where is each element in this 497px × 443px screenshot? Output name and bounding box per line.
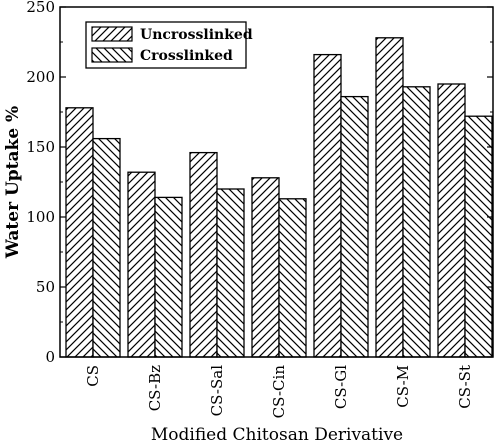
y-axis: 0 50 100 150 200 250 [26,0,493,366]
bars-layer [65,37,493,358]
x-tick-label: CS-Gl [332,365,350,409]
bar-cs-m-uncrosslinked [375,37,404,358]
bar-cs-bz-uncrosslinked [127,171,156,358]
y-tick-label: 150 [26,138,55,156]
bar-cs-gl-crosslinked [340,95,369,358]
x-axis-title: Modified Chitosan Derivative [151,425,403,443]
x-tick-label: CS-Cin [270,365,288,419]
bar-cs-crosslinked [92,137,121,358]
y-tick-label: 100 [26,208,55,226]
legend-label: Crosslinked [140,48,233,64]
bar-cs-sal-crosslinked [216,188,245,358]
y-tick-label: 0 [45,348,55,366]
y-tick-label: 200 [26,68,55,86]
x-tick-label: CS [84,365,102,387]
legend-label: Uncrosslinked [140,27,253,43]
y-tick-label: 50 [36,278,55,296]
y-tick-label: 250 [26,0,55,16]
bar-cs-cin-crosslinked [278,198,307,358]
legend-swatch [91,47,133,63]
legend: Uncrosslinked Crosslinked [85,21,253,69]
x-axis: CS CS-Bz CS-Sal CS-Cin CS-Gl CS-M CS-St [84,351,474,418]
x-tick-label: CS-M [394,365,412,408]
legend-swatch [91,26,133,42]
bar-cs-st-crosslinked [464,115,493,358]
bar-cs-sal-uncrosslinked [189,151,218,358]
bar-cs-bz-crosslinked [154,196,183,358]
x-tick-label: CS-Bz [146,365,164,411]
bar-cs-cin-uncrosslinked [251,177,280,358]
bar-cs-m-crosslinked [402,86,431,358]
x-tick-label: CS-St [456,365,474,409]
bar-cs-st-uncrosslinked [437,83,466,358]
x-tick-label: CS-Sal [208,365,226,417]
bar-cs-uncrosslinked [65,107,94,358]
y-axis-title: Water Uptake % [3,106,23,259]
bar-cs-gl-uncrosslinked [313,53,342,358]
